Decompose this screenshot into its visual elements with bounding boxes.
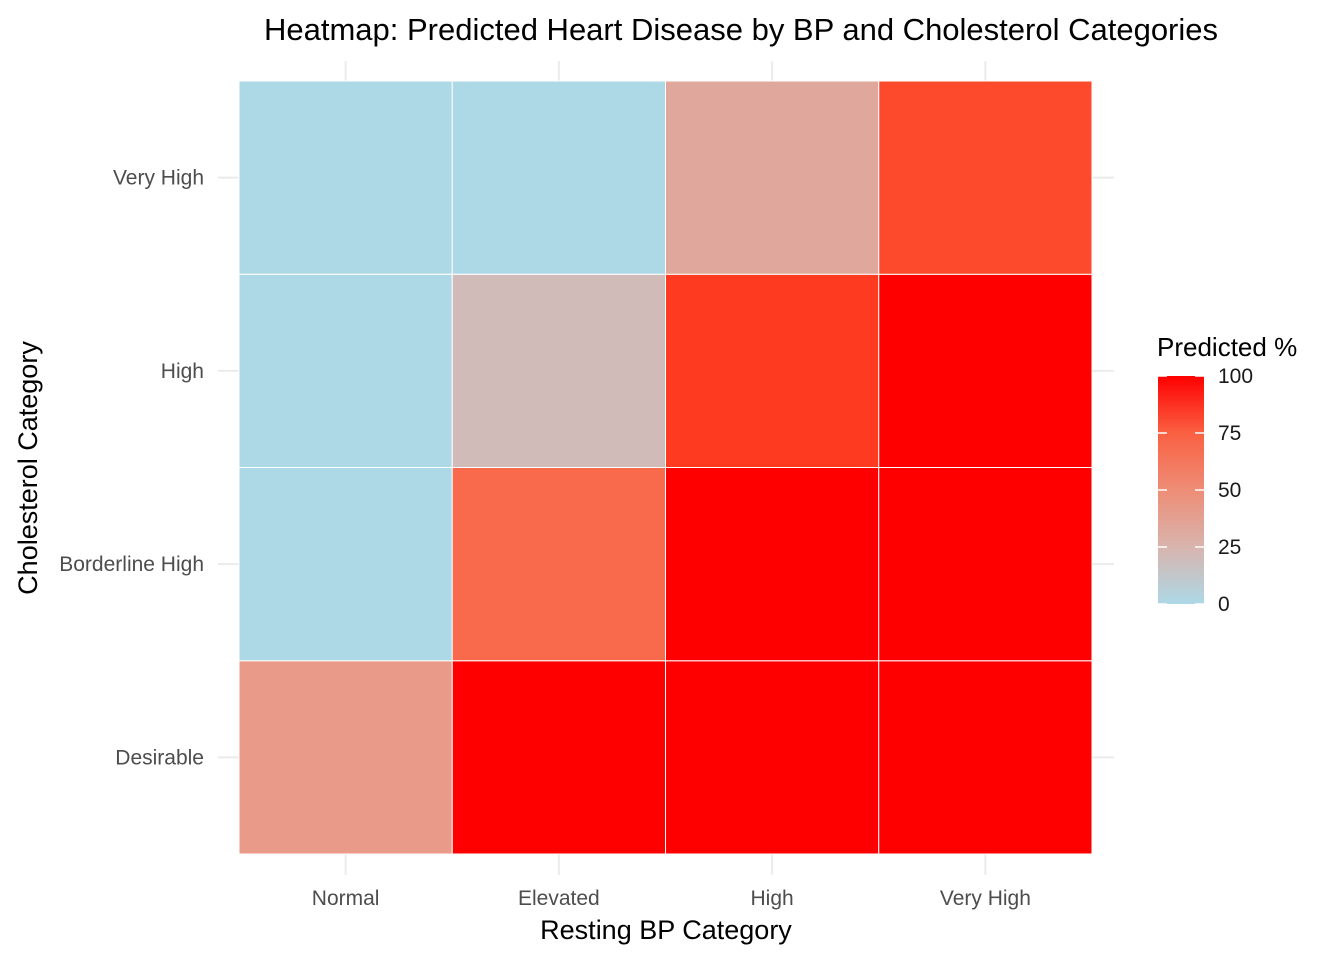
heatmap-cell [878, 467, 1093, 662]
legend-tick-label: 100 [1218, 365, 1253, 388]
legend-tick-label: 50 [1218, 479, 1241, 502]
x-tick-label: Very High [940, 887, 1031, 910]
heatmap-cell [238, 660, 453, 855]
legend-tick-label: 75 [1218, 422, 1241, 445]
x-axis-title: Resting BP Category [540, 915, 792, 945]
y-tick-label: Very High [113, 167, 204, 190]
heatmap-cell [665, 80, 880, 275]
heatmap-cell [878, 80, 1093, 275]
y-tick-label: Borderline High [59, 553, 204, 576]
legend-title: Predicted % [1157, 332, 1297, 362]
heatmap-cell [238, 467, 453, 662]
x-tick-label: Normal [312, 887, 380, 910]
legend: Predicted % 0 25 50 75 100 [1157, 332, 1297, 616]
legend-tick-label: 25 [1218, 536, 1241, 559]
y-axis-ticks: Desirable Borderline High High Very High [59, 167, 204, 770]
chart-title: Heatmap: Predicted Heart Disease by BP a… [264, 12, 1218, 47]
heatmap-cell [451, 80, 666, 275]
heatmap-cell [451, 660, 666, 855]
x-axis-ticks: Normal Elevated High Very High [312, 887, 1031, 910]
legend-tick-label: 0 [1218, 593, 1230, 616]
heatmap-cell [451, 273, 666, 468]
y-axis-title: Cholesterol Category [13, 341, 43, 595]
heatmap-cell [665, 660, 880, 855]
heatmap-cell [238, 273, 453, 468]
y-tick-label: High [161, 360, 204, 383]
x-tick-label: High [751, 887, 794, 910]
heatmap-cell [451, 467, 666, 662]
heatmap-cells [238, 80, 1093, 855]
heatmap-cell [878, 273, 1093, 468]
y-tick-label: Desirable [115, 746, 204, 769]
heatmap-cell [665, 467, 880, 662]
heatmap-cell [238, 80, 453, 275]
heatmap-cell [878, 660, 1093, 855]
legend-ticks: 0 25 50 75 100 [1158, 365, 1253, 616]
heatmap-cell [665, 273, 880, 468]
x-tick-label: Elevated [518, 887, 600, 910]
